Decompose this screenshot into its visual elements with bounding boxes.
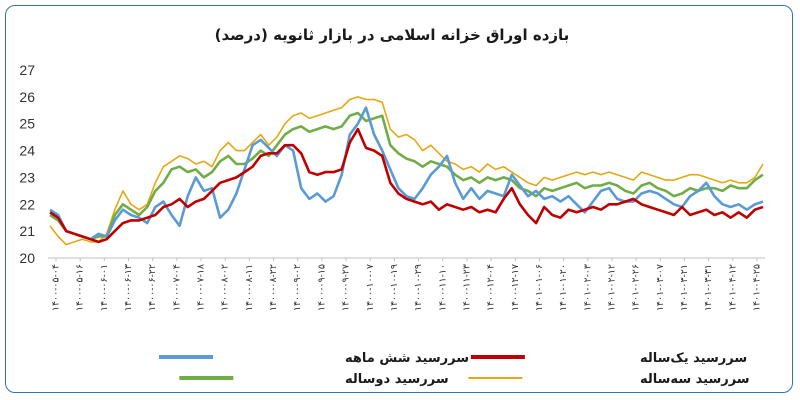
x-tick-label: ۱۴۰۱-۰۱-۰۶ bbox=[534, 264, 545, 311]
x-tick-label: ۱۴۰۰-۰۶-۲۲ bbox=[147, 264, 158, 311]
x-axis: ۱۴۰۰-۰۵-۰۴ ۱۴۰۰-۰۵-۱۶ ۱۴۰۰-۰۶-۰۱ ۱۴۰۰-۰۶-۱۳… bbox=[48, 257, 765, 311]
x-tick-label: ۱۴۰۰-۰۸-۰۲ bbox=[220, 264, 231, 311]
x-tick-label: ۱۴۰۱-۰۱-۲۰ bbox=[558, 264, 569, 311]
plot-area bbox=[49, 96, 764, 246]
chart-frame bbox=[5, 5, 793, 393]
y-tick-label: 27 bbox=[19, 62, 35, 78]
y-tick-label: 20 bbox=[19, 250, 35, 266]
x-tick-label: ۱۴۰۰-۱۱-۱۰ bbox=[437, 264, 448, 311]
x-tick-label: ۱۴۰۰-۰۶-۱۳ bbox=[123, 263, 134, 311]
series-line-2 bbox=[49, 111, 764, 241]
x-tick-label: ۱۴۰۰-۱۰-۰۷ bbox=[365, 263, 376, 311]
x-tick-label: ۱۴۰۱-۰۳-۳۱ bbox=[703, 264, 714, 311]
y-tick-label: 25 bbox=[19, 116, 35, 132]
x-tick-label: ۱۴۰۰-۱۲-۱۷ bbox=[510, 263, 521, 311]
x-tick-label: ۱۴۰۰-۰۷-۱۸ bbox=[196, 263, 207, 311]
legend-label: سررسید شش ماهه bbox=[345, 351, 469, 366]
x-tick-label: ۱۴۰۰-۱۲-۰۴ bbox=[486, 264, 497, 311]
y-tick-label: 24 bbox=[19, 143, 35, 159]
series-line-3 bbox=[49, 96, 764, 246]
series-line-0 bbox=[49, 106, 764, 241]
x-tick-label: ۱۴۰۰-۰۸-۱۱ bbox=[244, 264, 255, 311]
legend-label: سررسید سه‌ساله bbox=[640, 372, 750, 387]
x-tick-label: ۱۴۰۰-۰۸-۲۲ bbox=[268, 264, 279, 311]
legend: سررسید یک‌ساله سررسید شش ماهه سررسید سه‌سا… bbox=[159, 351, 750, 387]
y-tick-label: 26 bbox=[19, 89, 35, 105]
x-tick-label: ۱۴۰۰-۱۱-۲۳ bbox=[461, 263, 472, 311]
x-tick-label: ۱۴۰۰-۱۰-۱۹ bbox=[389, 264, 400, 311]
x-tick-label: ۱۴۰۱-۰۴-۱۲ bbox=[727, 264, 738, 311]
x-tick-label: ۱۴۰۰-۰۵-۱۶ bbox=[75, 264, 86, 311]
x-tick-label: ۱۴۰۱-۰۴-۲۵ bbox=[752, 264, 763, 311]
x-tick-label: ۱۴۰۱-۰۳-۲۱ bbox=[679, 264, 690, 311]
legend-label: سررسید دوساله bbox=[345, 372, 449, 387]
x-tick-label: ۱۴۰۱-۰۳-۰۷ bbox=[655, 263, 666, 311]
x-tick-label: ۱۴۰۱-۰۲-۱۲ bbox=[606, 264, 617, 311]
x-tick-label: ۱۴۰۰-۰۵-۰۴ bbox=[51, 264, 62, 311]
x-tick-label: ۱۴۰۰-۰۶-۰۱ bbox=[99, 264, 110, 311]
series-line-1 bbox=[49, 127, 764, 244]
x-tick-label: ۱۴۰۰-۰۷-۰۴ bbox=[171, 264, 182, 311]
y-tick-label: 22 bbox=[19, 196, 35, 212]
x-tick-label: ۱۴۰۱-۰۲-۲۶ bbox=[631, 264, 642, 311]
y-axis: 20 21 22 23 24 25 26 27 bbox=[19, 62, 35, 266]
x-tick-label: ۱۴۰۰-۰۹-۰۲ bbox=[292, 264, 303, 311]
x-tick-label: ۱۴۰۰-۰۹-۲۷ bbox=[341, 263, 352, 311]
x-tick-label: ۱۴۰۰-۱۰-۲۹ bbox=[413, 264, 424, 311]
x-tick-label: ۱۴۰۰-۰۹-۱۵ bbox=[316, 264, 327, 311]
legend-label: سررسید یک‌ساله bbox=[640, 351, 747, 366]
chart-title: بازده اوراق خزانه اسلامی در بازار ثانویه… bbox=[215, 26, 570, 44]
x-tick-label: ۱۴۰۱-۰۲-۰۳ bbox=[582, 263, 593, 311]
y-tick-label: 21 bbox=[19, 223, 35, 239]
y-tick-label: 23 bbox=[19, 169, 35, 185]
